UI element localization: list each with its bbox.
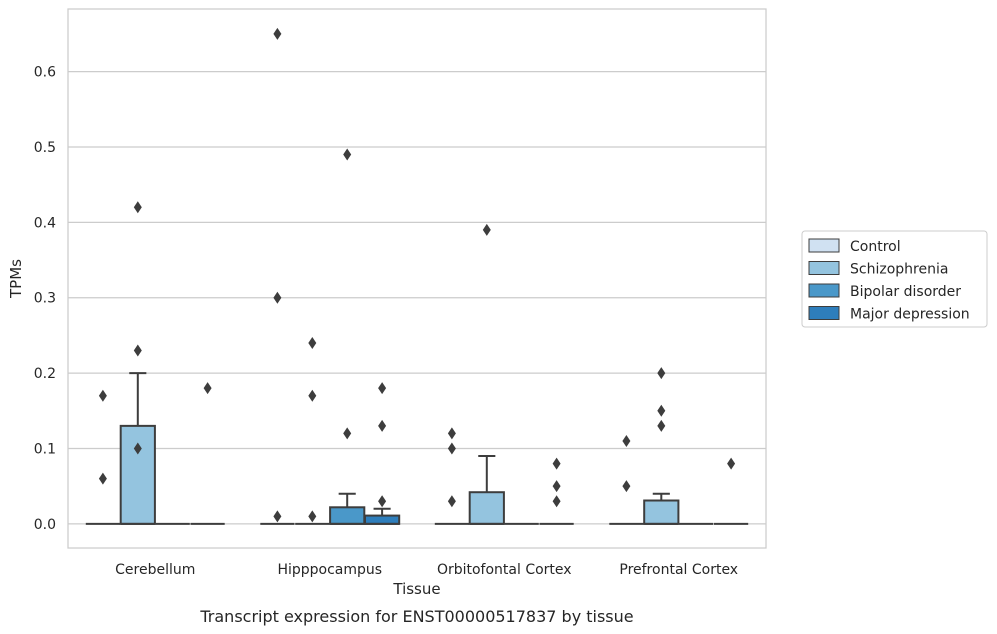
outlier-point (133, 344, 142, 357)
box-body (363, 514, 401, 525)
outlier-point (273, 291, 282, 304)
outlier-point (378, 419, 387, 432)
outlier-point (98, 472, 107, 485)
box-major-depression (190, 382, 225, 525)
grid-lines (68, 70, 766, 525)
outlier-point (482, 223, 491, 236)
box-series (85, 27, 749, 525)
outlier-point (203, 382, 212, 395)
outlier-point (133, 442, 142, 455)
outlier-point (727, 457, 736, 470)
outlier-point (273, 27, 282, 40)
box-schizophrenia (468, 223, 505, 525)
outlier-point (657, 419, 666, 432)
box-body (468, 491, 505, 525)
outlier-point (378, 382, 387, 395)
outlier-point (447, 427, 456, 440)
outlier-point (552, 457, 561, 470)
box-major-depression (363, 382, 401, 525)
y-tick-label: 0.0 (34, 517, 56, 533)
y-tick-label: 0.6 (34, 65, 56, 81)
box-body (329, 506, 366, 525)
legend-frame (801, 230, 988, 328)
outlier-point (343, 427, 352, 440)
box-control (85, 389, 121, 525)
legend: Control Schizophrenia Bipolar disorder Majo… (801, 230, 988, 328)
outlier-point (308, 510, 317, 523)
x-tick-labels: Cerebellum Hipppocampus Orbitofontal Corte… (115, 562, 738, 578)
outlier-point (447, 442, 456, 455)
chart-caption: Transcript expression for ENST0000051783… (199, 607, 633, 626)
legend-entry: Control (850, 239, 901, 255)
box-body (643, 499, 680, 525)
outlier-point (447, 495, 456, 508)
legend-entry: Major depression (850, 307, 970, 323)
box-schizophrenia (643, 367, 680, 525)
legend-swatch (808, 306, 840, 320)
box-major-depression (539, 457, 574, 525)
x-tick-label: Cerebellum (115, 562, 195, 578)
legend-swatch (808, 238, 840, 253)
outlier-point (308, 389, 317, 402)
outlier-point (378, 495, 387, 508)
legend-entry: Bipolar disorder (850, 284, 961, 300)
x-tick-label: Prefrontal Cortex (619, 562, 738, 578)
box-control (609, 434, 644, 525)
box-control (260, 27, 295, 525)
outlier-point (308, 336, 317, 349)
outlier-point (552, 480, 561, 493)
y-tick-label: 0.2 (34, 366, 56, 382)
box-bipolar-disorder (329, 148, 366, 525)
x-axis-label: Tissue (392, 580, 440, 598)
y-tick-label: 0.4 (34, 215, 56, 231)
y-tick-label: 0.1 (34, 441, 56, 457)
outlier-point (657, 404, 666, 417)
outlier-point (622, 480, 631, 493)
outlier-point (552, 495, 561, 508)
box-schizophrenia (295, 336, 330, 525)
outlier-point (343, 148, 352, 161)
box-schizophrenia (119, 201, 156, 525)
outlier-point (273, 510, 282, 523)
legend-swatch (808, 261, 840, 275)
box-control (434, 427, 470, 525)
y-axis-label: TPMs (7, 259, 25, 299)
box-body (119, 424, 156, 525)
legend-entry: Schizophrenia (850, 262, 948, 278)
outlier-point (133, 201, 142, 214)
x-tick-label: Hipppocampus (277, 562, 382, 578)
legend-swatch (808, 283, 840, 298)
y-tick-label: 0.3 (34, 291, 56, 307)
outlier-point (657, 367, 666, 380)
y-tick-label: 0.5 (34, 140, 56, 156)
outlier-point (98, 389, 107, 402)
x-tick-label: Orbitofontal Cortex (437, 562, 572, 578)
plot-frame (67, 8, 767, 549)
box-major-depression (713, 457, 749, 525)
y-tick-labels: 0.0 0.1 0.2 0.3 0.4 0.5 0.6 (34, 65, 56, 533)
outlier-point (622, 434, 631, 447)
